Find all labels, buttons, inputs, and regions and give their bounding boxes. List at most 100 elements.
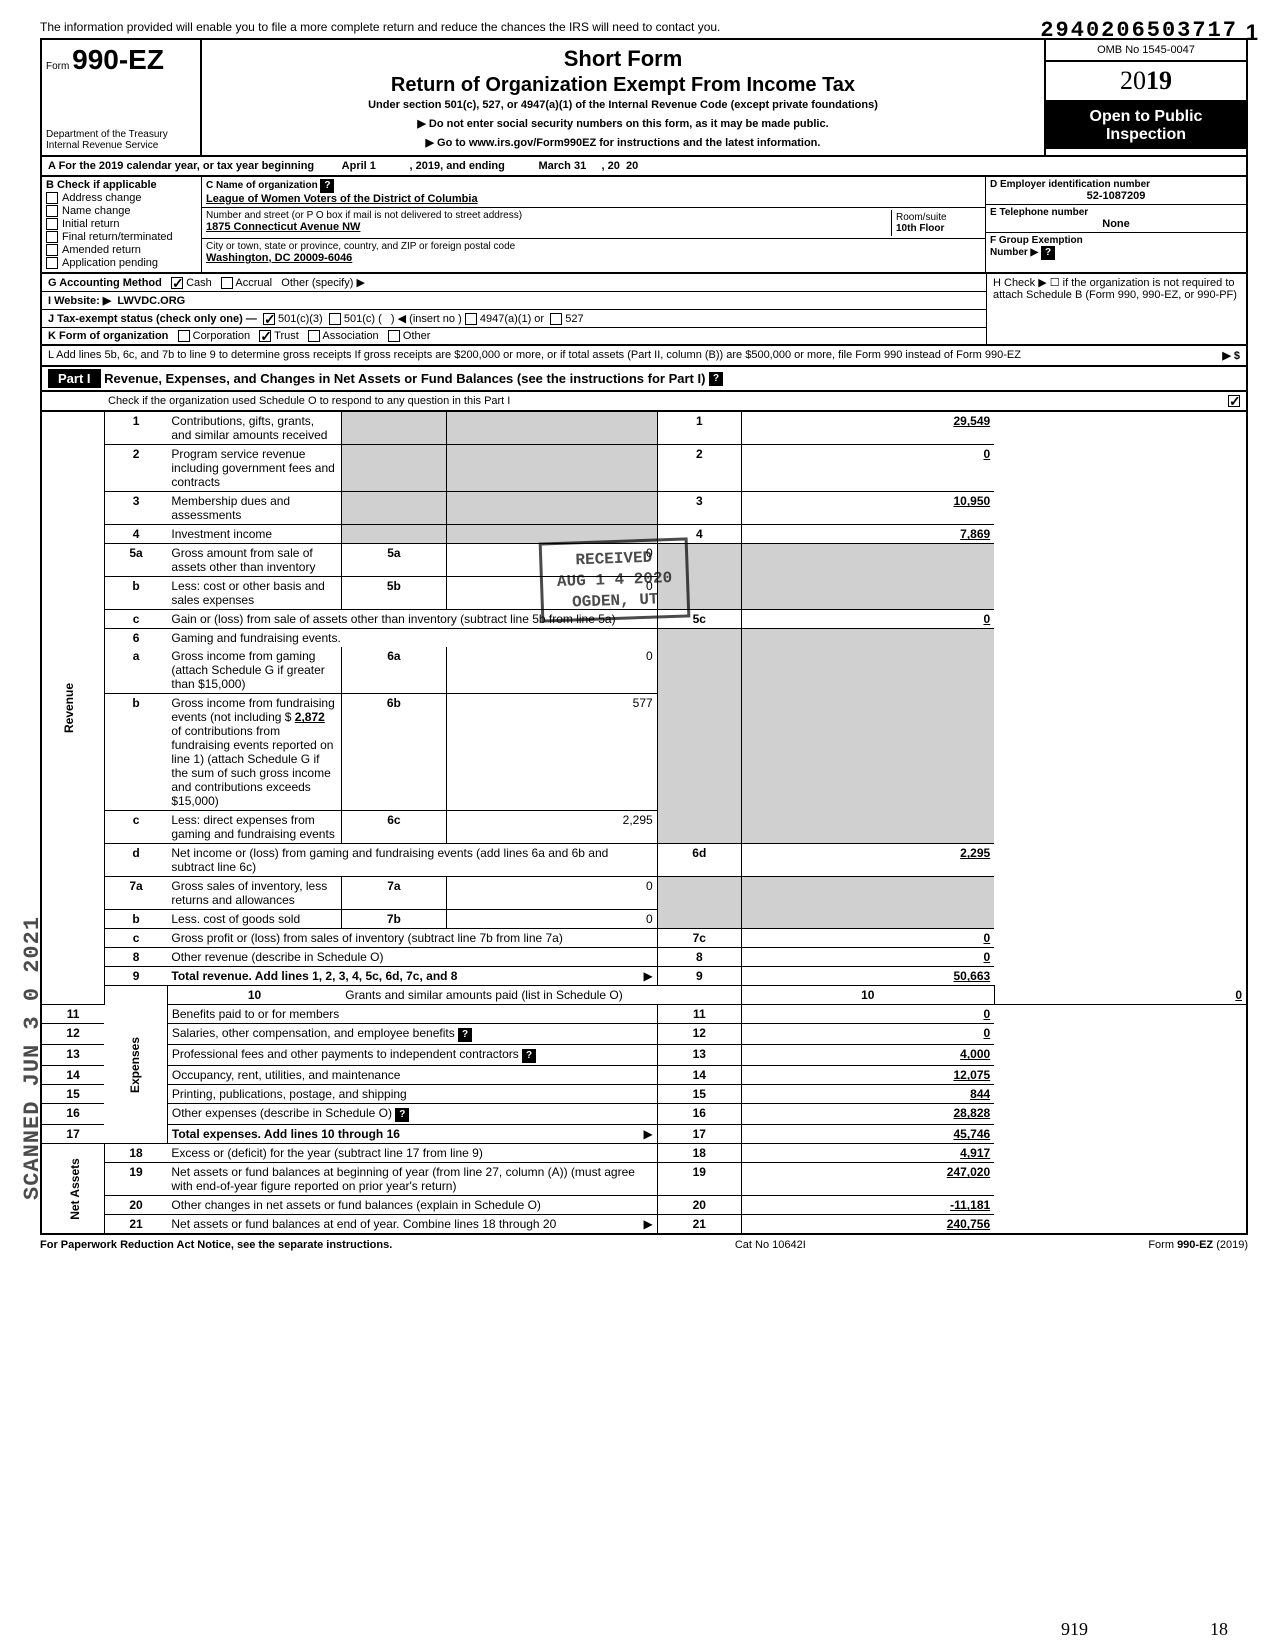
side-net-assets: Net Assets [68,1158,82,1220]
checkbox-address-change[interactable]: Address change [46,192,197,204]
line-19: Net assets or fund balances at beginning… [167,1163,657,1196]
dln-number: 2940206503717 [1040,18,1238,43]
end-year: 20 [626,160,638,172]
val-16: 28,828 [741,1104,994,1125]
line-7c: Gross profit or (loss) from sales of inv… [167,929,657,948]
line-9: Total revenue. Add lines 1, 2, 3, 4, 5c,… [167,967,657,986]
checkbox-amended[interactable]: Amended return [46,244,197,256]
val-11: 0 [741,1005,994,1024]
line-2: Program service revenue including govern… [167,445,341,492]
line-5a: Gross amount from sale of assets other t… [167,544,341,577]
line-7a: Gross sales of inventory, less returns a… [167,877,341,910]
checkbox-527[interactable] [550,313,562,325]
page-footer: For Paperwork Reduction Act Notice, see … [40,1235,1248,1255]
checkbox-cash[interactable] [171,277,183,289]
line-11: Benefits paid to or for members [167,1005,657,1024]
cat-no: Cat No 10642I [735,1239,806,1251]
val-7b: 0 [447,910,658,929]
val-15: 844 [741,1085,994,1104]
omb-number: OMB No 1545-0047 [1046,40,1246,62]
instr-url: ▶ Go to www.irs.gov/Form990EZ for instru… [212,136,1034,149]
line-4: Investment income [167,525,341,544]
checkbox-corp[interactable] [178,330,190,342]
line-17: Total expenses. Add lines 10 through 16▶ [167,1125,657,1144]
line-21: Net assets or fund balances at end of ye… [167,1215,657,1235]
line-6b: Gross income from fundraising events (no… [167,694,341,811]
line-20: Other changes in net assets or fund bala… [167,1196,657,1215]
val-8: 0 [741,948,994,967]
val-20: -11,181 [741,1196,994,1215]
subtitle: Under section 501(c), 527, or 4947(a)(1)… [212,99,1034,111]
side-revenue: Revenue [62,683,76,733]
checkbox-initial-return[interactable]: Initial return [46,218,197,230]
begin-date: April 1 [342,160,376,172]
val-19: 247,020 [741,1163,994,1196]
open-to-public: Open to PublicInspection [1046,102,1246,149]
help-icon: ? [320,179,334,193]
street-address: 1875 Connecticut Avenue NW [206,221,891,233]
checkbox-pending[interactable]: Application pending [46,257,197,269]
title-return: Return of Organization Exempt From Incom… [212,74,1034,97]
org-name: League of Women Voters of the District o… [206,193,981,205]
val-1: 29,549 [741,412,994,445]
end-date: March 31 [539,160,587,172]
part1-header: Part I Revenue, Expenses, and Changes in… [40,367,1248,392]
line-3: Membership dues and assessments [167,492,341,525]
checkbox-name-change[interactable]: Name change [46,205,197,217]
rows-g-to-l: G Accounting Method Cash Accrual Other (… [40,274,1248,346]
line-13: Professional fees and other payments to … [167,1045,657,1066]
part1-check-line: Check if the organization used Schedule … [40,392,1248,412]
title-short-form: Short Form [212,46,1034,72]
val-18: 4,917 [741,1144,994,1163]
help-icon: ? [1041,246,1055,260]
line-6: Gaming and fundraising events. [167,629,657,648]
info-grid: B Check if applicable Address change Nam… [40,177,1248,274]
form-prefix: Form [46,61,69,72]
help-icon: ? [395,1108,409,1122]
checkbox-4947[interactable] [465,313,477,325]
val-6d: 2,295 [741,844,994,877]
form-number: 990-EZ [72,44,164,75]
line-15: Printing, publications, postage, and shi… [167,1085,657,1104]
val-14: 12,075 [741,1066,994,1085]
checkbox-other-org[interactable] [388,330,400,342]
line-1: Contributions, gifts, grants, and simila… [167,412,341,445]
instr-ssn: ▶ Do not enter social security numbers o… [212,117,1034,130]
checkbox-trust[interactable] [259,330,271,342]
checkbox-schedule-o[interactable] [1228,395,1240,407]
city-state-zip: Washington, DC 20009-6046 [206,252,981,264]
val-21: 240,756 [741,1215,994,1235]
telephone: None [990,218,1242,230]
val-5b: 0 [447,577,658,610]
handwritten-left: 919 [1061,1619,1088,1640]
side-expenses: Expenses [128,1037,142,1093]
dept-line1: Department of the Treasury [46,129,196,140]
website: LWVDC.ORG [117,295,185,307]
line-16: Other expenses (describe in Schedule O) … [167,1104,657,1125]
val-4: 7,869 [741,525,994,544]
checkbox-assoc[interactable] [308,330,320,342]
checkbox-501c3[interactable] [263,313,275,325]
dept-line2: Internal Revenue Service [46,140,196,151]
handwritten-right: 18 [1210,1619,1228,1640]
line-7b: Less. cost of goods sold [167,910,341,929]
checkbox-501c[interactable] [329,313,341,325]
val-17: 45,746 [741,1125,994,1144]
line-12: Salaries, other compensation, and employ… [167,1024,657,1045]
line-6c: Less: direct expenses from gaming and fu… [167,811,341,844]
val-6a: 0 [447,647,658,694]
val-12: 0 [741,1024,994,1045]
line-18: Excess or (deficit) for the year (subtra… [167,1144,657,1163]
tax-year: 2019 [1046,62,1246,102]
checkbox-accrual[interactable] [221,277,233,289]
line-6a: Gross income from gaming (attach Schedul… [167,647,341,694]
checkbox-final-return[interactable]: Final return/terminated [46,231,197,243]
section-b-header: B Check if applicable [46,179,197,191]
row-h-schedule-b: H Check ▶ ☐ if the organization is not r… [986,274,1246,344]
help-icon: ? [709,372,723,386]
val-5c: 0 [741,610,994,629]
line-14: Occupancy, rent, utilities, and maintena… [167,1066,657,1085]
val-10: 0 [994,986,1247,1005]
val-2: 0 [741,445,994,492]
page-number: 1 [1246,20,1258,46]
